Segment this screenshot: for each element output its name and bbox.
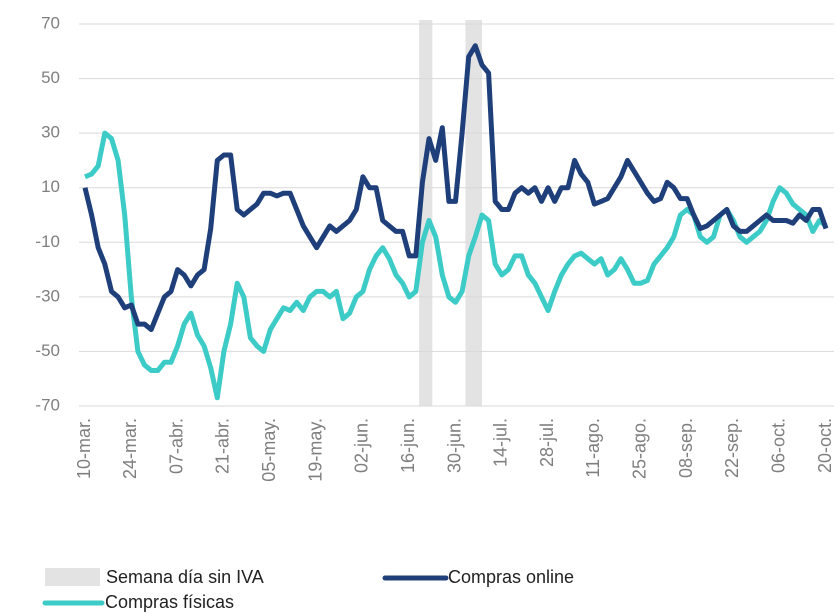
x-tick-label: 19-may.	[305, 418, 325, 482]
y-tick-label: -50	[35, 341, 60, 360]
y-tick-label: -30	[35, 286, 60, 305]
x-tick-label: 22-sep.	[722, 418, 742, 478]
y-tick-label: 10	[41, 177, 60, 196]
shaded-band	[419, 20, 433, 406]
x-tick-label: 06-oct.	[768, 418, 788, 473]
series-line	[84, 130, 828, 401]
x-tick-label: 25-ago.	[630, 418, 650, 479]
x-tick-label: 14-jul.	[491, 418, 511, 467]
legend-label: Compras físicas	[105, 592, 234, 612]
x-tick-label: 21-abr.	[213, 418, 233, 474]
x-tick-label: 10-mar.	[74, 418, 94, 479]
series-line	[82, 43, 829, 333]
legend-label: Semana día sin IVA	[106, 567, 264, 587]
x-tick-label: 24-mar.	[120, 418, 140, 479]
x-tick-label: 20-oct.	[815, 418, 835, 473]
y-tick-label: 70	[41, 13, 60, 32]
y-tick-label: -10	[35, 232, 60, 251]
x-tick-label: 05-may.	[259, 418, 279, 482]
y-tick-label: 50	[41, 68, 60, 87]
legend-label: Compras online	[448, 567, 574, 587]
x-tick-label: 08-sep.	[676, 418, 696, 478]
y-tick-label: 30	[41, 123, 60, 142]
x-tick-label: 30-jun.	[444, 418, 464, 473]
x-tick-label: 07-abr.	[166, 418, 186, 474]
y-tick-label: -70	[35, 395, 60, 414]
x-tick-label: 28-jul.	[537, 418, 557, 467]
legend-swatch	[45, 568, 100, 586]
shaded-band	[465, 20, 482, 406]
x-tick-label: 16-jun.	[398, 418, 418, 473]
x-tick-label: 11-ago.	[583, 418, 603, 478]
x-tick-label: 02-jun.	[352, 418, 372, 473]
